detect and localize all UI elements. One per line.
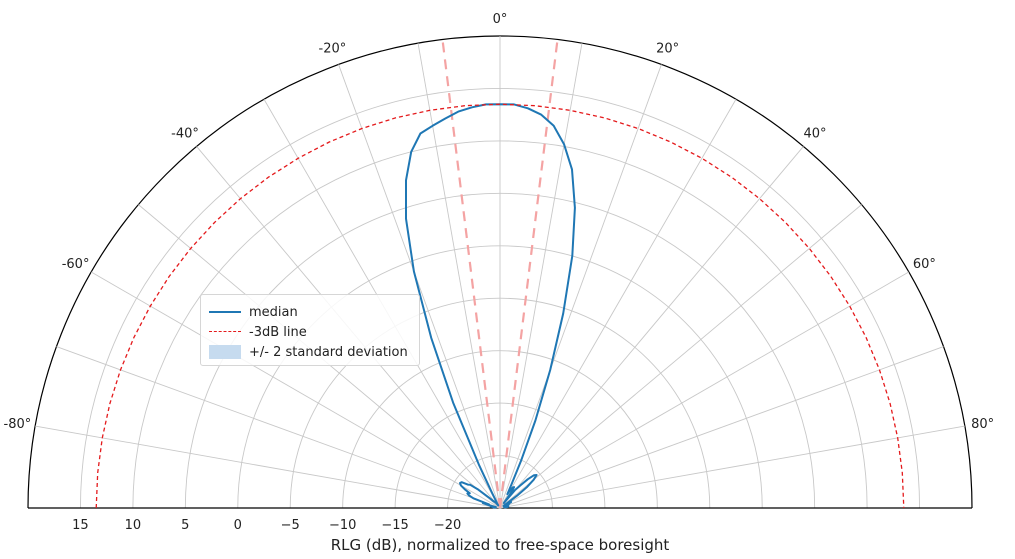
median-swatch bbox=[209, 305, 241, 319]
std-swatch bbox=[209, 345, 241, 359]
polar-grid bbox=[27, 35, 973, 509]
grid-spoke bbox=[499, 146, 804, 509]
angle-tick-label: -40° bbox=[171, 127, 199, 142]
legend-label-median: median bbox=[249, 304, 298, 320]
grid-spoke bbox=[56, 346, 501, 509]
x-axis-label: RLG (dB), normalized to free-space bores… bbox=[331, 536, 670, 554]
radial-tick-label: 5 bbox=[181, 518, 189, 533]
radial-tick-label: 10 bbox=[125, 518, 142, 533]
grid-spoke bbox=[35, 425, 501, 509]
grid-spoke bbox=[499, 425, 965, 509]
series-layer bbox=[95, 103, 905, 509]
radial-tick-label: 15 bbox=[72, 518, 89, 533]
radial-tick-label: −15 bbox=[381, 518, 408, 533]
legend-item-3db: -3dB line bbox=[209, 323, 307, 341]
legend: median -3dB line +/- 2 standard deviatio… bbox=[200, 294, 420, 366]
radial-tick-label: −5 bbox=[281, 518, 300, 533]
legend-label-3db: -3dB line bbox=[249, 324, 307, 340]
legend-label-std: +/- 2 standard deviation bbox=[249, 344, 408, 360]
angle-tick-label: 20° bbox=[656, 42, 679, 57]
angle-tick-label: 0° bbox=[493, 12, 508, 27]
series-median bbox=[405, 103, 576, 509]
radial-tick-label: 0 bbox=[234, 518, 242, 533]
grid-spoke bbox=[417, 43, 501, 509]
radial-tick-label: −10 bbox=[329, 518, 356, 533]
tick-labels: -80° -60° -40° -20° 0° 20° 40° 60° 80° 15 10 5 0 −5 −1… bbox=[4, 12, 995, 533]
grid-spoke bbox=[499, 271, 909, 509]
series-3db-line bbox=[95, 103, 905, 509]
grid-spoke bbox=[499, 43, 583, 509]
grid-spoke bbox=[499, 346, 944, 509]
beamwidth-line bbox=[441, 39, 502, 509]
grid-spoke bbox=[338, 64, 501, 509]
grid-spoke bbox=[499, 99, 737, 509]
beamwidth-lines bbox=[441, 39, 559, 509]
grid-spoke bbox=[91, 271, 501, 509]
grid-spoke bbox=[499, 64, 662, 509]
angle-tick-label: 80° bbox=[971, 417, 994, 432]
beamwidth-line bbox=[498, 39, 559, 509]
grid-spoke bbox=[499, 204, 862, 509]
angle-tick-label: -60° bbox=[62, 257, 90, 272]
angle-tick-label: 60° bbox=[913, 257, 936, 272]
legend-item-std: +/- 2 standard deviation bbox=[209, 343, 408, 361]
angle-tick-label: 40° bbox=[803, 127, 826, 142]
angle-tick-label: -20° bbox=[319, 42, 347, 57]
angle-tick-label: -80° bbox=[4, 417, 32, 432]
3db-swatch bbox=[209, 325, 241, 339]
legend-item-median: median bbox=[209, 303, 298, 321]
radial-tick-label: −20 bbox=[434, 518, 461, 533]
